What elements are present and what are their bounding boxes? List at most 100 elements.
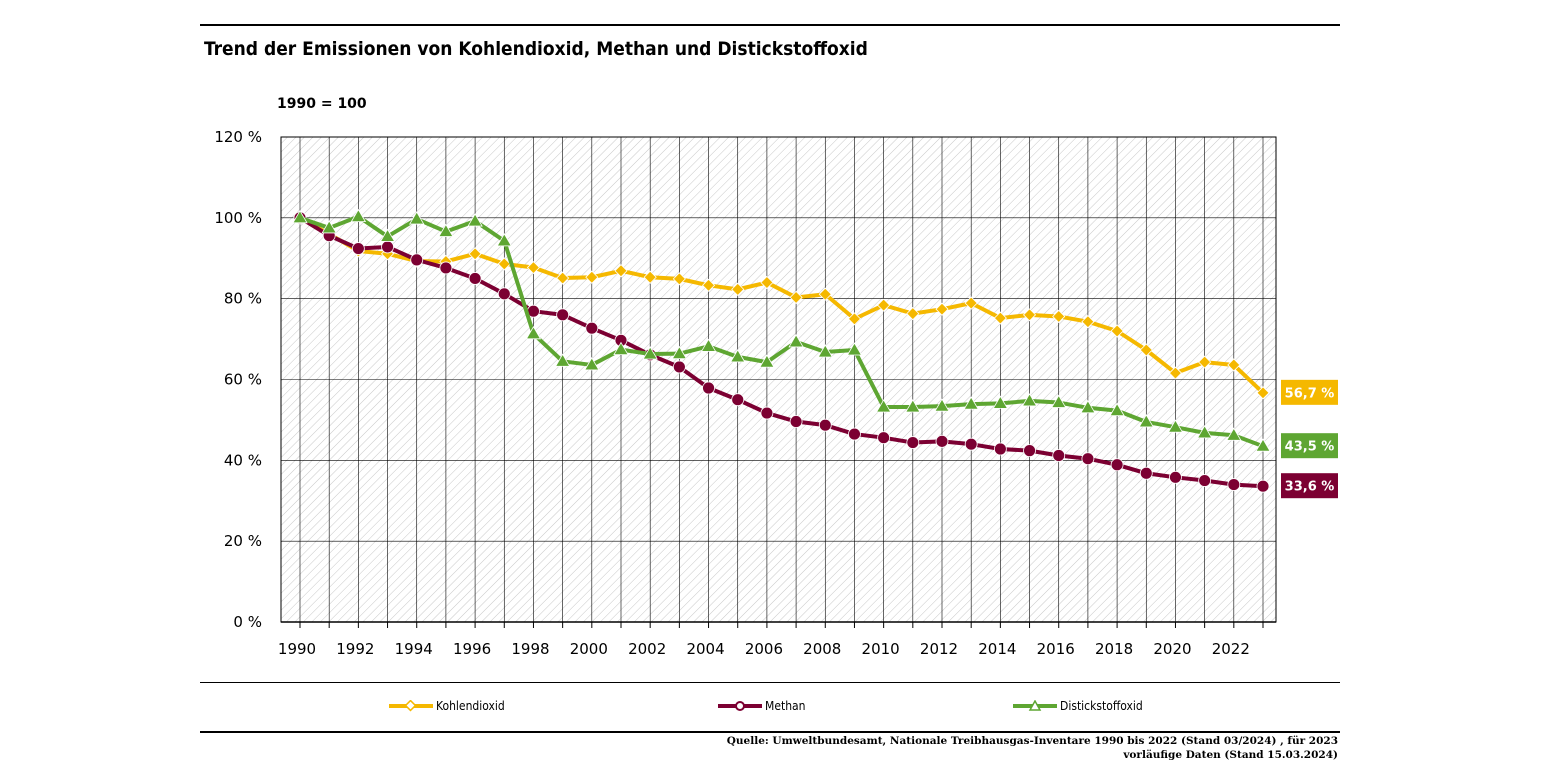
line-chart: 0 % 20 % 40 % 60 % 80 % 100 % 120 % 1990 1992 199… bbox=[214, 128, 1338, 658]
data-point bbox=[1196, 425, 1213, 439]
y-tick-label: 80 % bbox=[224, 290, 262, 308]
data-point bbox=[1256, 479, 1270, 493]
data-point bbox=[935, 434, 949, 448]
end-label-text: 56,7 % bbox=[1285, 386, 1335, 401]
data-point bbox=[906, 307, 920, 321]
data-point bbox=[350, 208, 367, 223]
chart-title: Trend der Emissionen von Kohlendioxid, M… bbox=[204, 38, 868, 60]
data-point bbox=[642, 346, 658, 360]
data-point bbox=[964, 437, 978, 451]
data-point bbox=[847, 312, 862, 326]
data-point bbox=[1198, 474, 1212, 487]
data-point bbox=[497, 287, 511, 301]
x-tick-label: 1994 bbox=[395, 640, 433, 658]
data-point bbox=[848, 427, 861, 441]
data-point bbox=[321, 220, 337, 234]
series-kohlendioxid bbox=[293, 211, 1270, 400]
data-point bbox=[554, 353, 571, 367]
data-point bbox=[731, 393, 745, 407]
data-point bbox=[877, 431, 891, 445]
series-distickstoffoxid bbox=[292, 208, 1271, 452]
data-point bbox=[760, 406, 774, 420]
y-tick-label: 100 % bbox=[214, 209, 262, 227]
data-point bbox=[906, 436, 920, 449]
y-tick-label: 120 % bbox=[214, 128, 262, 146]
y-tick-label: 40 % bbox=[224, 451, 262, 469]
data-point bbox=[410, 253, 424, 267]
data-point bbox=[702, 381, 715, 395]
y-tick-label: 20 % bbox=[224, 532, 262, 550]
data-point bbox=[1226, 427, 1242, 441]
data-point bbox=[468, 247, 482, 261]
x-tick-label: 2014 bbox=[978, 640, 1016, 658]
data-point bbox=[963, 396, 979, 410]
x-tick-label: 1992 bbox=[336, 640, 374, 658]
y-tick-label: 60 % bbox=[224, 371, 262, 389]
data-point bbox=[351, 242, 365, 255]
data-point bbox=[438, 223, 454, 237]
data-point bbox=[1052, 449, 1066, 462]
data-point bbox=[496, 233, 512, 247]
x-tick-label: 1990 bbox=[278, 640, 316, 658]
x-tick-label: 2002 bbox=[628, 640, 666, 658]
data-point bbox=[556, 271, 570, 285]
data-point bbox=[934, 398, 950, 412]
data-point bbox=[525, 326, 542, 340]
legend-top-rule bbox=[200, 682, 1340, 683]
x-tick-label: 2020 bbox=[1153, 640, 1191, 658]
end-labels: 56,7 % 33,6 % 43,5 % bbox=[1281, 379, 1338, 499]
data-point bbox=[993, 442, 1007, 456]
end-label-distickstoffoxid: 43,5 % bbox=[1281, 433, 1338, 459]
data-point bbox=[875, 399, 892, 413]
data-point bbox=[409, 211, 425, 225]
data-point bbox=[584, 357, 600, 371]
data-point bbox=[846, 342, 863, 356]
data-point bbox=[1110, 458, 1124, 472]
axes: 0 % 20 % 40 % 60 % 80 % 100 % 120 % 1990 1992 199… bbox=[214, 128, 1276, 658]
legend: Kohlendioxid Methan Distickstoffoxid bbox=[200, 690, 1340, 720]
data-point bbox=[613, 341, 629, 355]
source-rule bbox=[200, 731, 1340, 733]
data-point bbox=[467, 213, 483, 227]
data-point bbox=[1198, 355, 1212, 369]
source-note: Quelle: Umweltbundesamt, Nationale Treib… bbox=[638, 734, 1338, 762]
data-point bbox=[905, 399, 921, 413]
legend-label-methan: Methan bbox=[765, 699, 806, 713]
data-point bbox=[1139, 343, 1153, 357]
x-tick-label: 2004 bbox=[686, 640, 724, 658]
data-point bbox=[877, 298, 891, 312]
legend-item-kohlendioxid: Kohlendioxid bbox=[388, 696, 505, 716]
chart-subtitle: 1990 = 100 bbox=[277, 96, 367, 112]
data-point bbox=[585, 270, 599, 284]
data-point bbox=[292, 210, 308, 224]
data-point bbox=[731, 282, 745, 296]
data-point bbox=[672, 360, 686, 374]
data-point bbox=[1139, 466, 1153, 480]
x-tick-label: 1998 bbox=[511, 640, 549, 658]
x-tick-label: 2012 bbox=[920, 640, 958, 658]
x-tick-label: 2022 bbox=[1212, 640, 1250, 658]
source-line-1: Quelle: Umweltbundesamt, Nationale Treib… bbox=[726, 735, 1338, 747]
data-point bbox=[1051, 394, 1067, 408]
data-point bbox=[468, 272, 482, 285]
data-point bbox=[1081, 315, 1095, 329]
data-point bbox=[818, 287, 832, 301]
x-tick-label: 2000 bbox=[570, 640, 608, 658]
data-point bbox=[556, 308, 570, 322]
end-label-text: 43,5 % bbox=[1285, 440, 1335, 455]
legend-item-distickstoffoxid: Distickstoffoxid bbox=[1012, 696, 1143, 716]
data-point bbox=[1022, 308, 1037, 322]
data-point bbox=[964, 296, 978, 310]
data-point bbox=[760, 275, 774, 290]
top-rule bbox=[200, 24, 1340, 26]
data-point bbox=[381, 240, 394, 254]
data-point bbox=[935, 302, 949, 316]
data-point bbox=[1110, 324, 1124, 338]
data-point bbox=[1227, 358, 1241, 372]
x-tick-label: 2016 bbox=[1037, 640, 1075, 658]
data-point bbox=[1080, 399, 1096, 414]
legend-swatch-distickstoffoxid bbox=[1013, 700, 1057, 711]
data-point bbox=[671, 345, 688, 360]
data-point bbox=[1021, 393, 1038, 407]
data-point bbox=[585, 321, 599, 335]
